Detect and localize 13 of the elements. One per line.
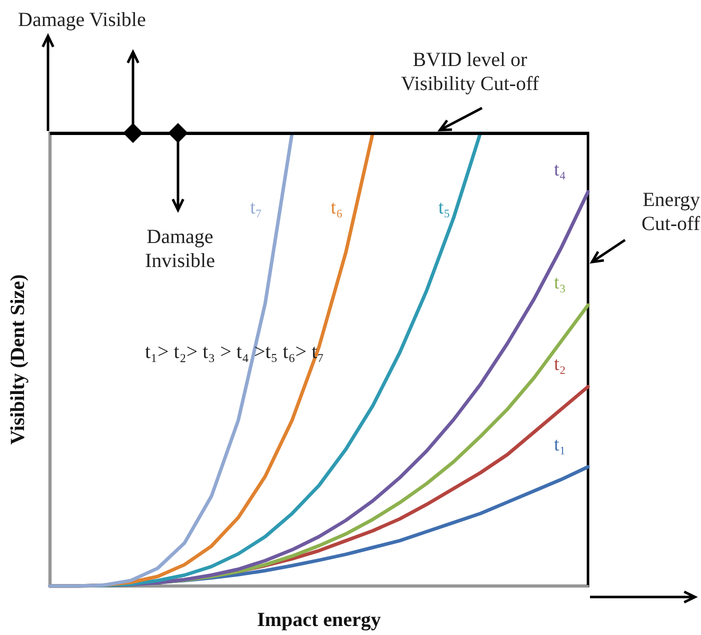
series-label: t₅: [438, 198, 450, 218]
series-label: t₇: [250, 198, 262, 218]
series-label: t₁: [554, 434, 566, 456]
text: Damage Visible: [18, 8, 147, 32]
series-label: t₂: [554, 354, 566, 376]
series-label: t₆: [330, 198, 343, 218]
series-label: t₃: [554, 272, 566, 294]
y-axis-title: Visibilty (Dent Size): [7, 274, 29, 445]
text: Energy Cut-off: [640, 188, 700, 236]
series-label: t₄: [554, 159, 566, 180]
annotation: Damage Invisible: [144, 225, 216, 273]
ref-line-label: BVID level or Visibility Cut-off: [400, 48, 540, 96]
x-axis-title: Impact energy: [257, 609, 381, 631]
